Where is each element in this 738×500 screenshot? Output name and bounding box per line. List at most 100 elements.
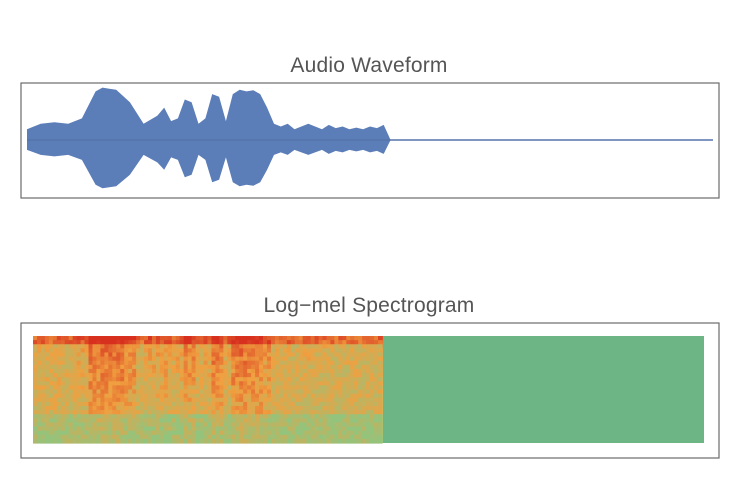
spectrogram-cell [286,405,292,411]
spectrogram-cell [211,373,217,378]
spectrogram-cell [231,360,236,366]
spectrogram-cell [342,438,347,444]
spectrogram-cell [370,344,375,349]
spectrogram-cell [72,352,78,358]
spectrogram-cell [330,336,336,341]
spectrogram-cell [80,348,86,354]
spectrogram-cell [247,405,252,411]
spectrogram-cell [175,364,181,370]
spectrogram-cell [88,414,94,419]
spectrogram-cell [342,401,347,407]
spectrogram-cell [314,426,320,432]
spectrogram-cell [298,410,304,415]
spectrogram-cell [346,377,351,382]
spectrogram-cell [108,393,113,399]
spectrogram-cell [76,356,82,362]
spectrogram-cell [179,397,185,403]
spectrogram-cell [290,430,296,436]
spectrogram-cell [378,418,383,424]
spectrogram-cell [48,356,54,362]
spectrogram-cell [243,344,248,349]
spectrogram-cell [108,356,113,362]
spectrogram-cell [227,418,232,424]
spectrogram-cell [282,368,288,374]
spectrogram-cell [346,360,351,366]
spectrogram-cell [235,426,240,432]
spectrogram-cell [76,410,82,415]
spectrogram-cell [72,373,78,378]
spectrogram-cell [370,385,375,391]
spectrogram-cell [306,414,312,419]
spectrogram-cell [350,368,355,374]
spectrogram-cell [96,352,102,358]
spectrogram-cell [270,405,276,411]
spectrogram-cell [159,414,165,419]
spectrogram-cell [92,405,98,411]
spectrogram-cell [251,438,256,444]
spectrogram-cell [322,410,328,415]
spectrogram-cell [306,426,312,432]
spectrogram-cell [298,422,304,428]
spectrogram-cell [310,422,316,428]
spectrogram-cell [60,344,66,349]
spectrogram-cell [163,418,169,424]
spectrogram-cell [179,438,185,444]
spectrogram-cell [306,344,312,349]
spectrogram-cell [334,393,339,399]
spectrogram-cell [235,389,240,395]
spectrogram-cell [36,360,42,366]
spectrogram-cell [290,360,296,366]
spectrogram-cell [64,336,70,341]
spectrogram-cell [140,352,145,358]
spectrogram-cell [44,426,50,432]
spectrogram-cell [33,360,38,366]
spectrogram-cell [52,410,58,415]
spectrogram-cell [231,381,236,386]
spectrogram-cell [231,348,236,354]
spectrogram-cell [358,360,363,366]
spectrogram-cell [378,352,383,358]
spectrogram-cell [199,364,205,370]
spectrogram-cell [354,430,359,436]
spectrogram-cell [116,422,121,428]
spectrogram-cell [330,377,336,382]
spectrogram-cell [52,414,58,419]
spectrogram-cell [346,348,351,354]
spectrogram-cell [128,410,133,415]
spectrogram-cell [219,422,224,428]
spectrogram-cell [338,364,343,370]
spectrogram-cell [251,364,256,370]
spectrogram-cell [68,430,74,436]
spectrogram-cell [334,373,339,378]
spectrogram-cell [44,336,50,341]
spectrogram-cell [366,418,371,424]
spectrogram-cell [278,401,284,407]
spectrogram-cell [338,360,343,366]
spectrogram-cell [116,389,121,395]
spectrogram-cell [278,381,284,386]
spectrogram-cell [330,422,336,428]
spectrogram-cell [302,352,308,358]
spectrogram-cell [183,344,189,349]
spectrogram-cell [231,414,236,419]
spectrogram-cell [266,418,272,424]
spectrogram-cell [207,430,213,436]
spectrogram-cell [306,418,312,424]
spectrogram-cell [370,356,375,362]
spectrogram-cell [44,352,50,358]
spectrogram-cell [259,389,264,395]
spectrogram-cell [354,397,359,403]
spectrogram-cell [227,410,232,415]
spectrogram-cell [48,389,54,395]
spectrogram-cell [318,389,324,395]
spectrogram-cell [187,438,193,444]
spectrogram-cell [100,414,105,419]
spectrogram-cell [274,381,280,386]
spectrogram-cell [239,430,244,436]
spectrogram-cell [96,422,102,428]
spectrogram-cell [64,393,70,399]
spectrogram-cell [326,356,332,362]
spectrogram-cell [108,426,113,432]
spectrogram-cell [203,397,209,403]
spectrogram-cell [243,438,248,444]
